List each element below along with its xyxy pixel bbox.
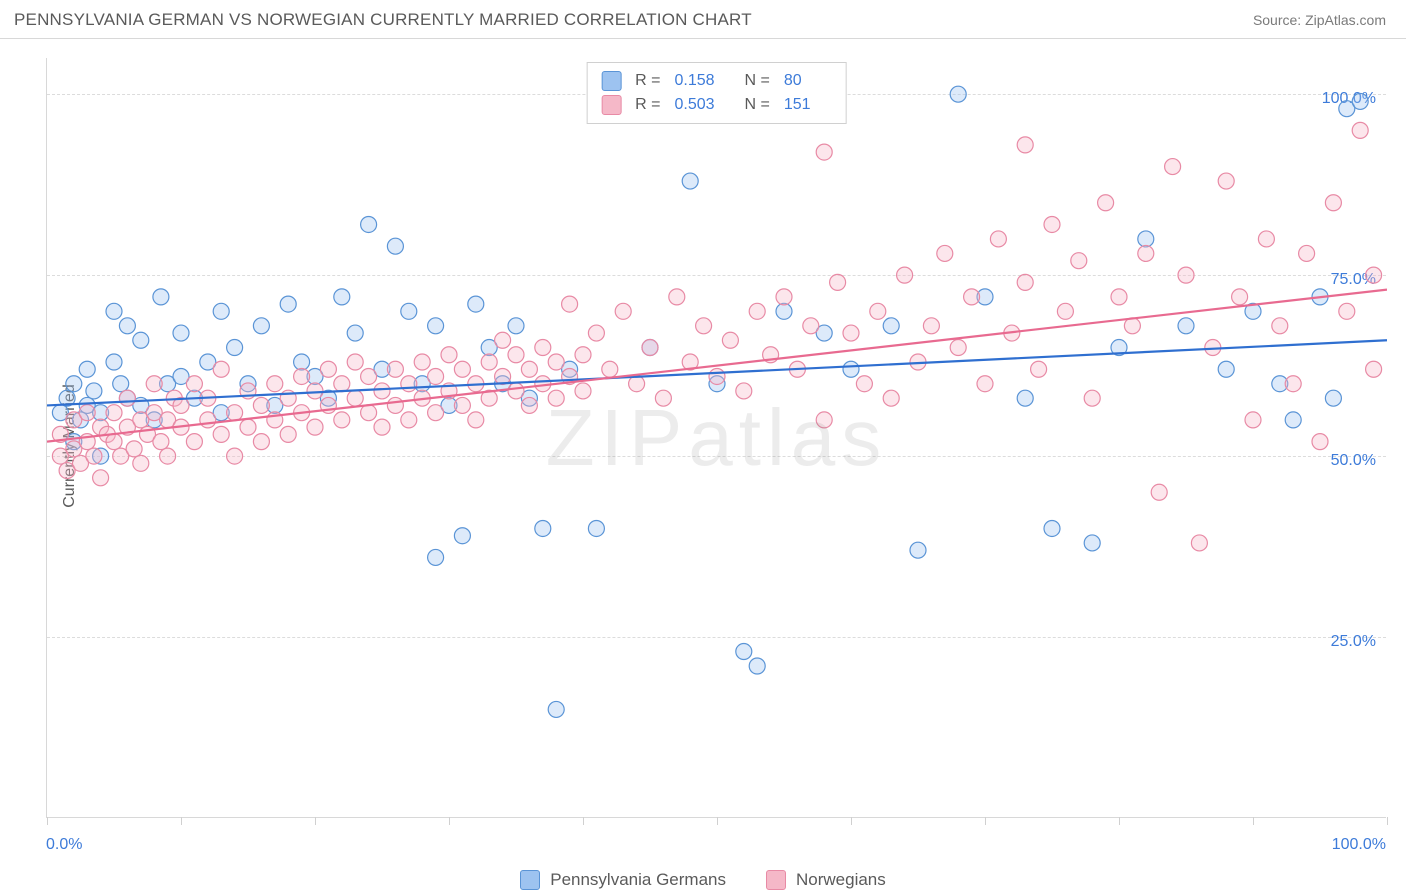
- chart-header: PENNSYLVANIA GERMAN VS NORWEGIAN CURRENT…: [0, 0, 1406, 39]
- series-name: Norwegians: [796, 870, 886, 890]
- x-axis-max-label: 100.0%: [1332, 836, 1386, 854]
- chart-source: Source: ZipAtlas.com: [1253, 12, 1386, 28]
- legend-row-series-0: R = 0.158 N = 80: [601, 69, 832, 93]
- x-tick: [985, 817, 986, 825]
- r-label: R =: [635, 72, 660, 90]
- n-value: 151: [784, 96, 832, 114]
- x-tick: [1119, 817, 1120, 825]
- x-tick: [1387, 817, 1388, 825]
- series-legend: Pennsylvania Germans Norwegians: [0, 870, 1406, 890]
- swatch-icon: [766, 870, 786, 890]
- r-value: 0.158: [675, 72, 723, 90]
- x-tick: [583, 817, 584, 825]
- swatch-icon: [520, 870, 540, 890]
- series-name: Pennsylvania Germans: [550, 870, 726, 890]
- legend-item-series-1: Norwegians: [766, 870, 886, 890]
- trend-line: [47, 290, 1387, 442]
- x-tick: [449, 817, 450, 825]
- swatch-icon: [601, 95, 621, 115]
- correlation-legend: R = 0.158 N = 80 R = 0.503 N = 151: [586, 62, 847, 124]
- x-tick: [181, 817, 182, 825]
- legend-item-series-0: Pennsylvania Germans: [520, 870, 726, 890]
- scatter-plot: ZIPatlas R = 0.158 N = 80 R = 0.503 N = …: [46, 58, 1386, 818]
- legend-row-series-1: R = 0.503 N = 151: [601, 93, 832, 117]
- x-tick: [315, 817, 316, 825]
- trend-line: [47, 340, 1387, 405]
- chart-title: PENNSYLVANIA GERMAN VS NORWEGIAN CURRENT…: [14, 10, 752, 30]
- x-axis-min-label: 0.0%: [46, 836, 82, 854]
- r-value: 0.503: [675, 96, 723, 114]
- n-value: 80: [784, 72, 832, 90]
- n-label: N =: [745, 72, 770, 90]
- trend-lines-layer: [47, 58, 1387, 818]
- n-label: N =: [745, 96, 770, 114]
- x-tick: [1253, 817, 1254, 825]
- x-tick: [717, 817, 718, 825]
- x-tick: [851, 817, 852, 825]
- r-label: R =: [635, 96, 660, 114]
- x-tick: [47, 817, 48, 825]
- swatch-icon: [601, 71, 621, 91]
